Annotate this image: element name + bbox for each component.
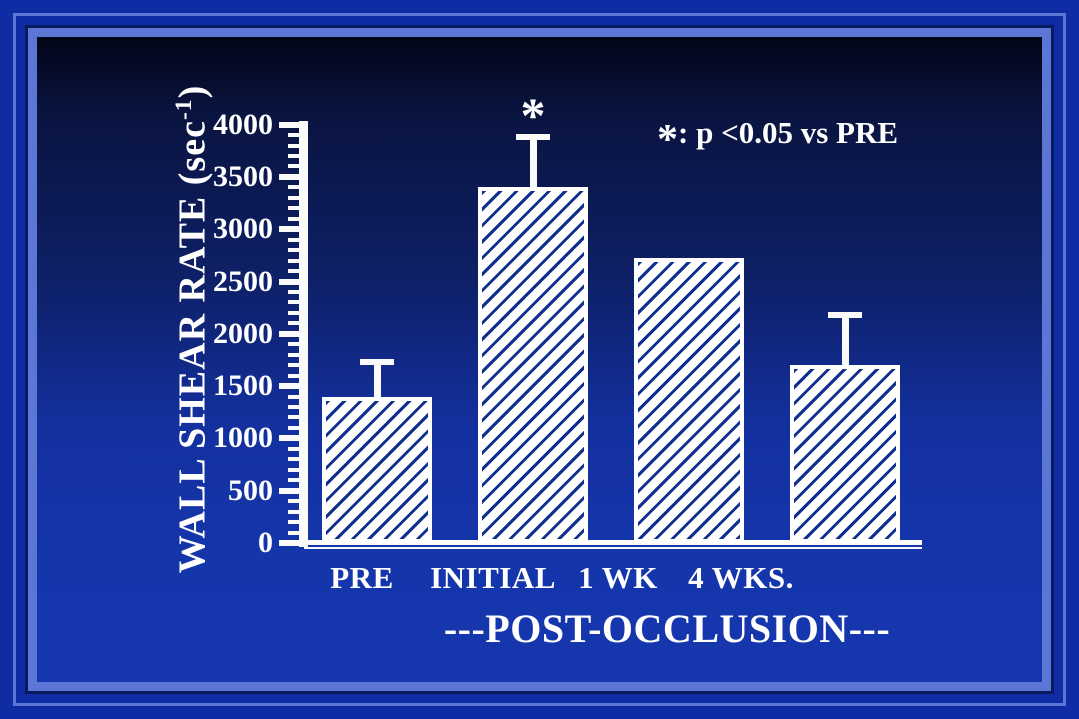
y-axis-minor-tick	[288, 425, 301, 430]
y-axis-tick-label: 1500	[213, 369, 273, 403]
significance-legend: *: p <0.05 vs PRE	[657, 115, 899, 161]
significance-legend-text: : p <0.05 vs PRE	[678, 115, 899, 150]
y-axis-minor-tick	[288, 164, 301, 169]
y-axis-minor-tick	[288, 300, 301, 305]
y-axis-tick-label: 4000	[213, 107, 273, 141]
y-axis-minor-tick	[288, 195, 301, 200]
frame-light-ring-outer: WALL SHEAR RATE (sec-1) *: p <0.05 vs PR…	[13, 13, 1066, 706]
y-axis-tick-label: 3000	[213, 212, 273, 246]
y-axis-major-tick	[279, 540, 301, 546]
y-axis-tick-label: 1000	[213, 421, 273, 455]
y-axis-minor-tick	[288, 405, 301, 410]
y-axis-minor-tick	[288, 216, 301, 221]
error-bar-stem-4-wks	[841, 312, 849, 366]
y-axis-minor-tick	[288, 509, 301, 514]
y-axis-minor-tick	[288, 342, 301, 347]
y-axis-minor-tick	[288, 269, 301, 274]
y-axis-minor-tick	[288, 248, 301, 253]
x-category-label-1-wk: 1 WK	[578, 560, 658, 595]
frame-dark-ring: WALL SHEAR RATE (sec-1) *: p <0.05 vs PR…	[25, 25, 1054, 694]
y-axis-tick-label: 3500	[213, 159, 273, 193]
y-axis-minor-tick	[288, 457, 301, 462]
x-category-label-initial: INITIAL	[430, 560, 556, 595]
y-axis-line	[299, 120, 308, 547]
y-axis-minor-tick	[288, 289, 301, 294]
error-bar-cap-initial	[516, 134, 550, 141]
x-axis-baseline-thin	[304, 547, 922, 549]
y-axis-major-tick	[279, 278, 301, 285]
y-axis-major-tick	[279, 435, 301, 442]
y-axis-tick-label: 2000	[213, 316, 273, 350]
y-axis-minor-tick	[288, 530, 301, 535]
y-axis-minor-tick	[288, 143, 301, 148]
bar-4-wks	[790, 365, 900, 543]
bar-1-wk	[634, 258, 744, 543]
y-axis-tick-label: 2500	[213, 264, 273, 298]
y-axis-minor-tick	[288, 310, 301, 315]
bar-pre	[322, 396, 432, 543]
x-category-label-4-wks: 4 WKS.	[688, 560, 794, 595]
significance-asterisk-initial: *	[520, 87, 546, 144]
y-axis-minor-tick	[288, 352, 301, 357]
y-axis-minor-tick	[288, 520, 301, 525]
y-axis-minor-tick	[288, 258, 301, 263]
y-axis-major-tick	[279, 121, 301, 128]
y-axis-minor-tick	[288, 478, 301, 483]
y-axis-minor-tick	[288, 153, 301, 158]
x-category-label-pre: PRE	[330, 560, 394, 595]
y-axis-minor-tick	[288, 446, 301, 451]
y-axis-major-tick	[279, 487, 301, 494]
y-axis-major-tick	[279, 330, 301, 337]
error-bar-stem-initial	[529, 135, 537, 188]
y-axis-major-tick	[279, 383, 301, 390]
y-axis-title-close: )	[171, 84, 214, 99]
chart-area: WALL SHEAR RATE (sec-1) *: p <0.05 vs PR…	[37, 37, 1042, 682]
x-axis-baseline	[299, 540, 922, 545]
y-axis-minor-tick	[288, 321, 301, 326]
error-bar-stem-pre	[373, 359, 381, 397]
y-axis-major-tick	[279, 173, 301, 180]
y-axis-minor-tick	[288, 467, 301, 472]
y-axis-tick-label: 500	[228, 473, 273, 507]
asterisk-symbol: *	[657, 117, 678, 163]
frame-light-ring-inner: WALL SHEAR RATE (sec-1) *: p <0.05 vs PR…	[28, 28, 1051, 691]
y-axis-major-tick	[279, 226, 301, 233]
y-axis-minor-tick	[288, 363, 301, 368]
y-axis-minor-tick	[288, 185, 301, 190]
x-axis-title: ---POST-OCCLUSION---	[443, 606, 891, 651]
error-bar-cap-4-wks	[828, 311, 862, 318]
error-bar-cap-pre	[360, 358, 394, 365]
y-axis-minor-tick	[288, 206, 301, 211]
y-axis-tick-label: 0	[258, 526, 273, 559]
y-axis-minor-tick	[288, 499, 301, 504]
y-axis-minor-tick	[288, 237, 301, 242]
y-axis-minor-tick	[288, 373, 301, 378]
y-axis-minor-tick	[288, 415, 301, 420]
y-axis-minor-tick	[288, 133, 301, 138]
y-axis-minor-tick	[288, 394, 301, 399]
bar-initial	[478, 187, 588, 543]
